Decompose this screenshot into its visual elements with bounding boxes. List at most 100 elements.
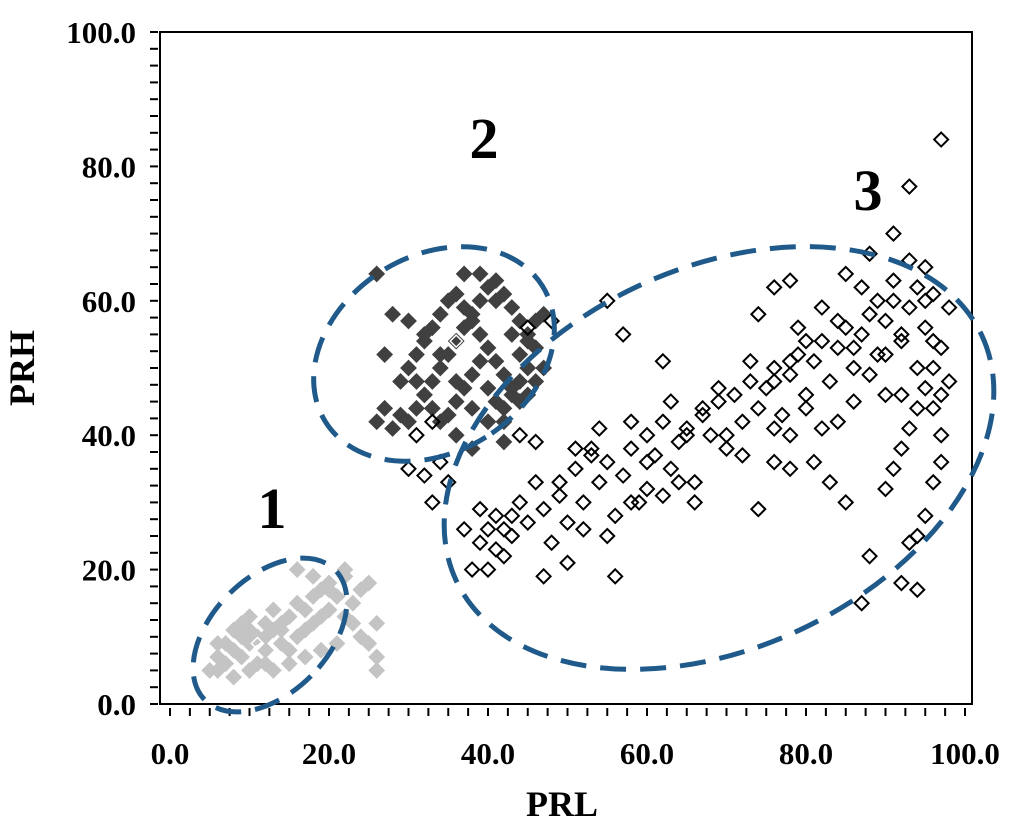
data-point <box>622 413 640 431</box>
data-point <box>837 265 855 283</box>
data-point <box>877 386 894 404</box>
y-tick-label: 20.0 <box>82 553 136 588</box>
data-point <box>344 614 362 632</box>
data-point <box>241 661 258 679</box>
data-point <box>368 661 386 679</box>
data-point <box>495 520 513 538</box>
data-point <box>471 292 489 310</box>
cluster-3-label: 3 <box>854 158 883 223</box>
data-point <box>487 292 505 310</box>
y-tick-label: 80.0 <box>82 149 136 184</box>
data-point <box>296 648 314 666</box>
data-point <box>892 440 910 458</box>
data-point <box>590 473 608 491</box>
data-point <box>940 299 958 316</box>
data-point <box>408 399 425 417</box>
data-point <box>853 278 871 296</box>
data-point <box>718 440 735 458</box>
data-point <box>885 460 902 478</box>
data-point <box>439 406 457 424</box>
data-point <box>368 413 386 431</box>
data-point <box>431 346 449 363</box>
data-point <box>471 352 489 370</box>
data-point <box>415 386 433 404</box>
data-point <box>749 399 767 417</box>
y-tick-label: 40.0 <box>82 418 136 453</box>
data-point <box>543 534 561 552</box>
data-point <box>789 319 807 337</box>
data-point <box>471 325 489 343</box>
data-point <box>463 312 481 330</box>
y-tick-labels: 0.0 20.0 40.0 60.0 80.0 100.0 <box>66 15 136 722</box>
data-point <box>861 305 879 323</box>
data-point <box>892 386 910 404</box>
data-point <box>622 440 640 458</box>
data-point <box>733 413 751 431</box>
data-point <box>606 507 624 525</box>
data-point <box>718 426 735 444</box>
x-axis-title: PRL <box>526 784 598 824</box>
data-point <box>781 460 799 478</box>
data-point <box>415 325 433 343</box>
data-point <box>463 366 481 384</box>
data-point <box>511 493 529 511</box>
data-point <box>519 332 537 350</box>
data-point <box>479 561 497 579</box>
data-point <box>447 426 465 444</box>
cluster-2-ellipse <box>311 244 557 464</box>
data-point <box>853 594 871 612</box>
data-point <box>400 359 417 377</box>
data-point <box>527 473 545 491</box>
data-point <box>916 379 934 397</box>
data-point <box>479 379 497 397</box>
data-point <box>320 581 338 599</box>
data-point <box>439 292 457 310</box>
data-point <box>582 446 600 464</box>
data-point <box>519 319 537 337</box>
data-point <box>741 373 759 390</box>
data-point <box>781 426 799 444</box>
data-point <box>567 460 584 478</box>
x-tick-label: 80.0 <box>779 736 833 771</box>
data-point <box>503 299 521 316</box>
data-point <box>336 561 354 579</box>
data-point <box>511 426 529 444</box>
x-tick-label: 20.0 <box>302 736 356 771</box>
data-point <box>344 594 362 612</box>
data-point <box>916 319 934 337</box>
data-point <box>479 413 497 431</box>
data-point <box>654 487 672 505</box>
data-point <box>471 265 489 283</box>
data-point <box>710 393 727 411</box>
data-point <box>861 366 879 384</box>
data-point <box>813 420 831 437</box>
data-point <box>892 325 910 343</box>
data-point <box>574 493 592 511</box>
minor-ticks <box>150 31 966 716</box>
data-point <box>781 352 799 370</box>
data-point <box>256 655 274 673</box>
data-point <box>559 554 576 572</box>
data-point <box>885 292 902 310</box>
cluster-3-points <box>400 131 958 612</box>
data-points <box>201 131 958 686</box>
data-point <box>662 393 680 411</box>
data-point <box>678 426 696 444</box>
data-point <box>654 352 672 370</box>
plot-frame <box>159 31 973 705</box>
data-point <box>408 426 425 444</box>
data-point <box>900 420 918 437</box>
data-point <box>209 635 227 652</box>
data-point <box>431 305 449 323</box>
data-point <box>813 299 831 316</box>
data-point <box>765 420 783 437</box>
data-point <box>447 393 465 411</box>
data-point <box>447 373 465 390</box>
data-point <box>686 473 704 491</box>
data-point <box>813 332 831 350</box>
data-point <box>638 453 656 471</box>
data-point <box>455 265 473 283</box>
data-point <box>376 346 394 363</box>
data-point <box>423 373 441 390</box>
data-point <box>845 339 863 357</box>
